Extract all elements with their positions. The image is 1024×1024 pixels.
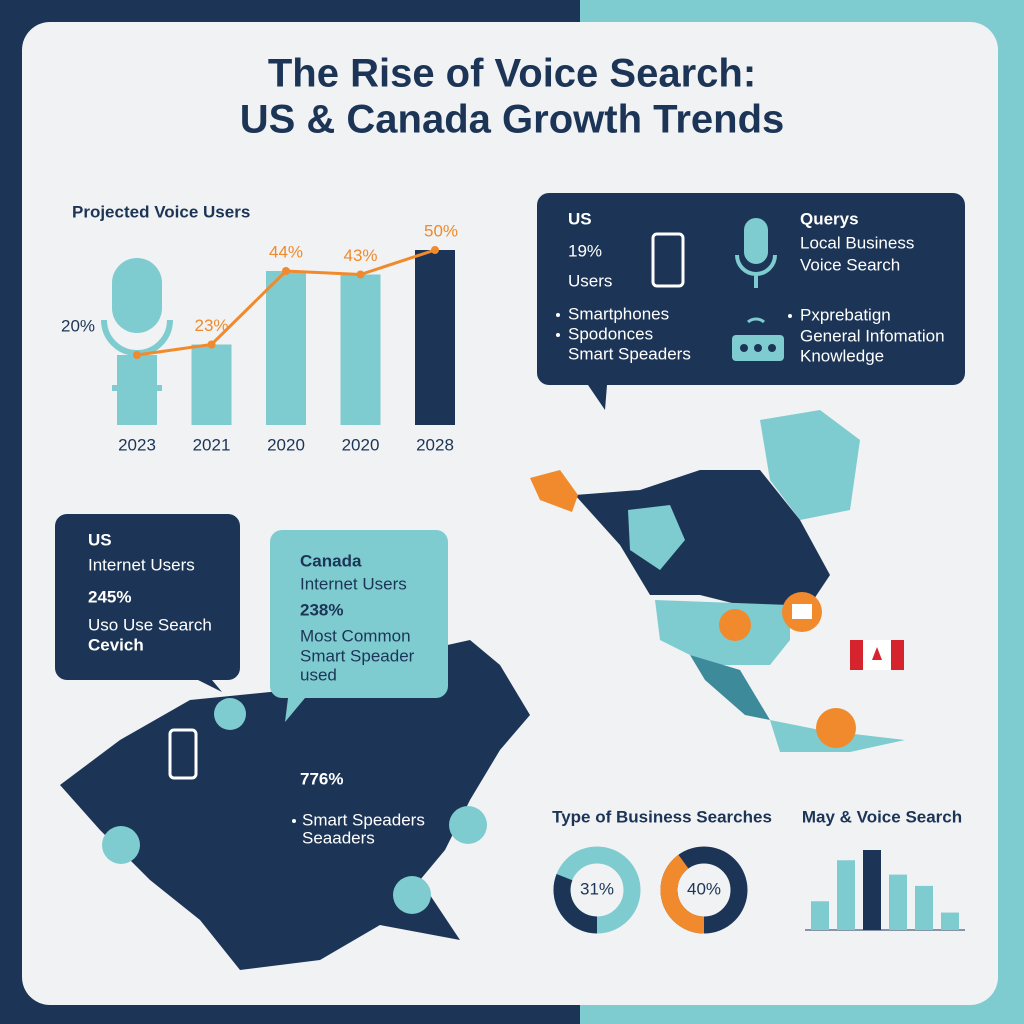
query: Local Business: [800, 233, 914, 252]
donut-segment: [660, 854, 705, 934]
point: [356, 270, 365, 279]
bar: [340, 274, 381, 425]
donut-segment: [553, 873, 598, 934]
query: Voice Search: [800, 255, 900, 274]
query: General Infomation: [800, 326, 945, 345]
value-label: 44%: [269, 242, 303, 261]
callout-title: US: [88, 530, 112, 549]
callout-line: Most Common: [300, 626, 411, 645]
bar: [863, 850, 881, 930]
bar: [266, 271, 306, 425]
us-box: [537, 193, 965, 410]
query: Knowledge: [800, 346, 884, 365]
point: [133, 351, 141, 359]
callout-title: Canada: [300, 551, 362, 570]
callout-subtitle: Internet Users: [300, 574, 407, 593]
chart-title: May & Voice Search: [802, 807, 962, 826]
chart-title: Projected Voice Users: [72, 202, 250, 221]
phone-icon: [168, 728, 198, 780]
x-tick-label: 2028: [416, 435, 454, 454]
title: The Rise of Voice Search:: [268, 52, 756, 96]
bar: [117, 355, 157, 425]
bar: [889, 874, 907, 930]
callout-line: Smart Speader: [300, 646, 415, 665]
box-title: US: [568, 209, 592, 228]
mic-icon: [735, 218, 777, 288]
speaker-icon: [732, 317, 784, 361]
bar: [915, 885, 933, 930]
x-tick-label: 2020: [342, 435, 380, 454]
value-label: 23%: [194, 316, 228, 335]
stat: 245%: [88, 587, 131, 606]
bar: [415, 250, 455, 425]
box-title: Querys: [800, 209, 859, 228]
bar: [941, 912, 959, 930]
value-label: 43%: [343, 246, 377, 265]
bar: [837, 860, 855, 930]
point: [431, 246, 439, 254]
mic-icon: [393, 876, 431, 914]
callout-line: Cevich: [88, 635, 144, 654]
callout-line: used: [300, 665, 337, 684]
callout-line: Uso Use Search: [88, 615, 212, 634]
stat-line: Seaaders: [302, 828, 375, 847]
device: Smartphones: [568, 304, 669, 323]
canada-flag: [850, 640, 904, 670]
bar: [811, 901, 829, 930]
mic-icon: [102, 826, 140, 864]
bar: [191, 344, 232, 425]
device: Smart Speaders: [568, 344, 691, 363]
icon: [719, 609, 751, 641]
value-label: 20%: [61, 316, 95, 335]
point: [207, 340, 216, 349]
stat-line: Smart Speaders: [302, 810, 425, 829]
stat: 19%: [568, 241, 602, 260]
bullets: [556, 313, 792, 337]
icon: [816, 708, 856, 748]
stat-label: Users: [568, 271, 612, 290]
chart-title: Type of Business Searches: [552, 807, 772, 826]
us-callout: [55, 514, 240, 692]
value-label: 50%: [424, 221, 458, 240]
mail-icon: [792, 604, 812, 619]
point: [282, 267, 290, 275]
device: Spodonces: [568, 324, 653, 343]
x-tick-label: 2021: [193, 435, 231, 454]
phone-icon: [651, 232, 685, 288]
canada-callout: [270, 530, 448, 722]
x-tick-label: 2020: [267, 435, 305, 454]
callout-subtitle: Internet Users: [88, 555, 195, 574]
value-label: 31%: [580, 879, 614, 898]
x-tick-label: 2023: [118, 435, 156, 454]
title: US & Canada Growth Trends: [240, 98, 785, 142]
stat: 776%: [300, 769, 343, 788]
query: Pxprebatign: [800, 305, 891, 324]
speaker-icon: [449, 806, 487, 844]
stat: 238%: [300, 600, 343, 619]
search-icon: [214, 698, 246, 730]
bullet: [292, 819, 296, 823]
value-label: 40%: [687, 879, 721, 898]
